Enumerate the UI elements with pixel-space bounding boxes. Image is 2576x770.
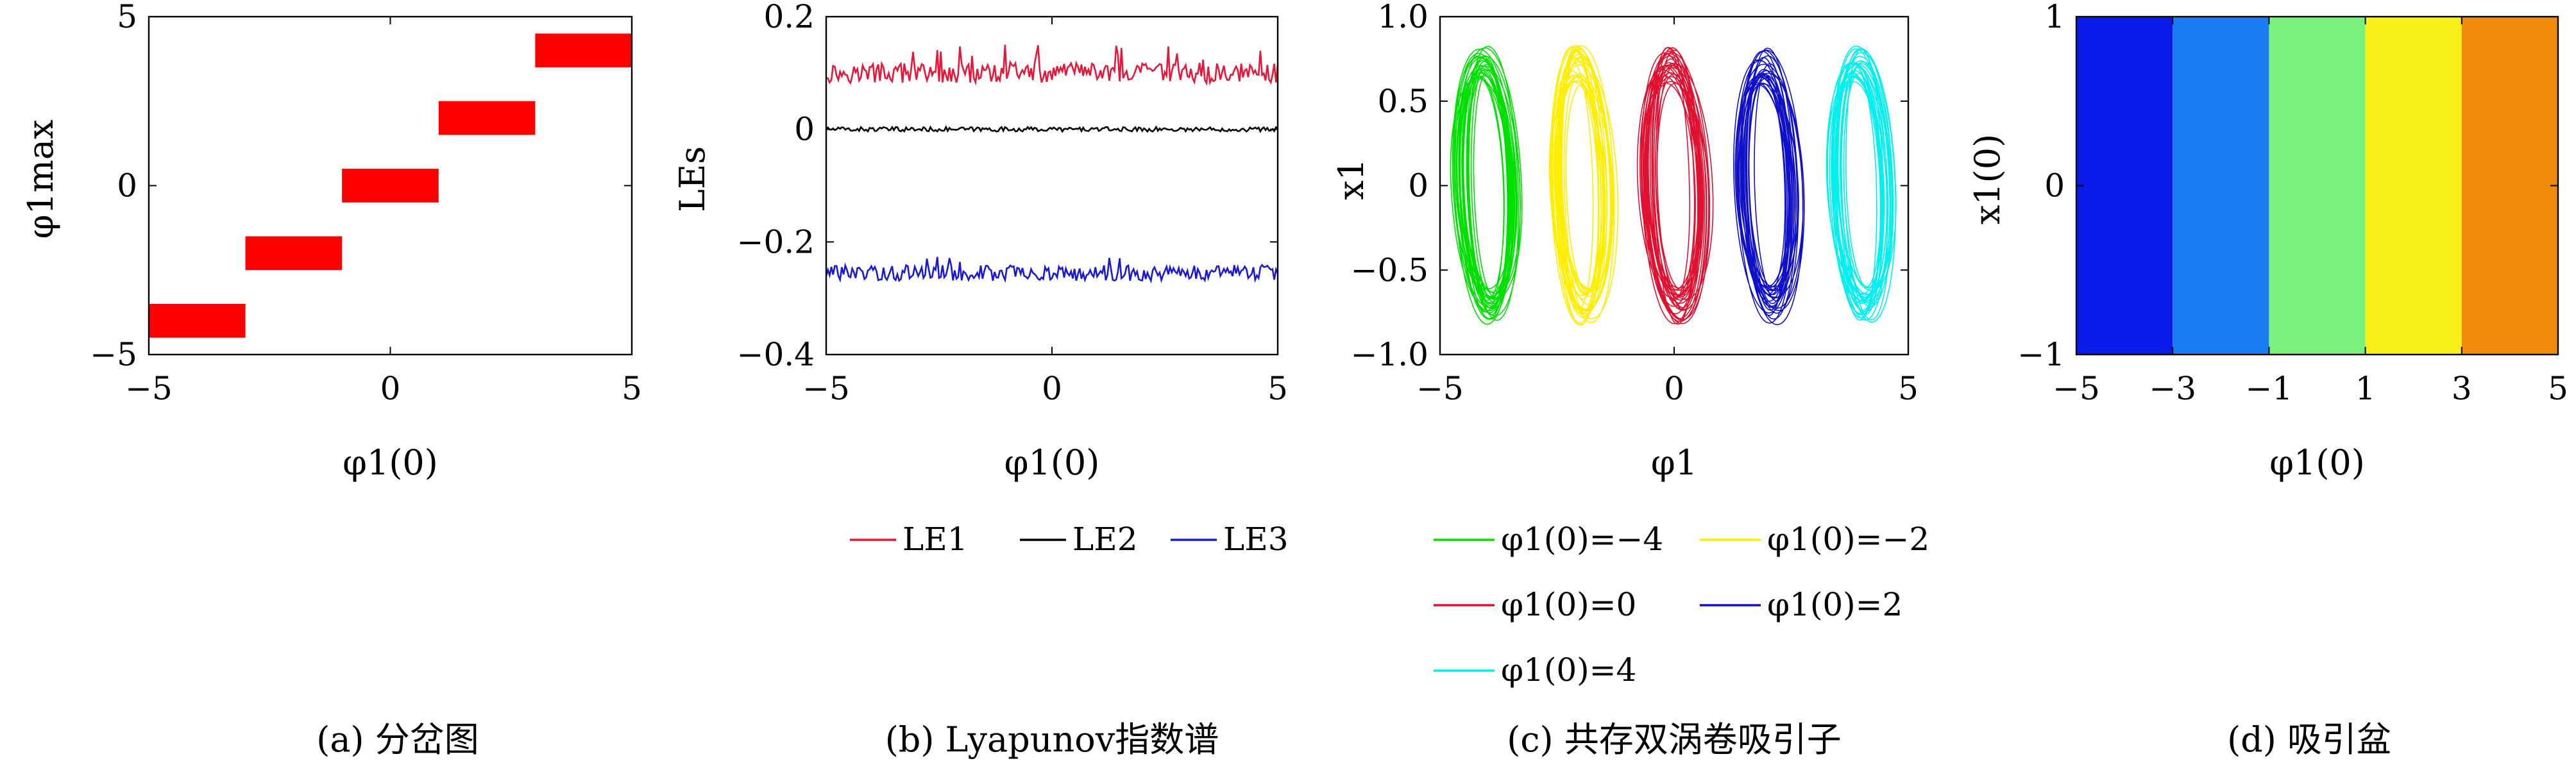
bifurcation-segment-3 — [342, 169, 439, 203]
y-tick-label: −5 — [90, 336, 137, 373]
bifurcation-segment-2 — [245, 236, 343, 271]
y-tick-label: 0 — [117, 167, 137, 205]
bifurcation-segment-1 — [149, 303, 246, 338]
x-tick-label: 5 — [1267, 370, 1288, 407]
legend-label: LE1 — [902, 521, 968, 558]
attractor-3 — [1636, 47, 1714, 325]
y-tick-label: −0.4 — [737, 336, 815, 373]
x-axis-title: φ1(0) — [1004, 442, 1100, 483]
x-tick-label: 1 — [2355, 370, 2376, 407]
x-tick-label: −5 — [802, 370, 850, 407]
x-tick-label: 5 — [2548, 370, 2568, 407]
x-tick-label: 3 — [2452, 370, 2472, 407]
x-axis-title: φ1(0) — [2269, 442, 2365, 483]
legend-label: φ1(0)=−2 — [1767, 521, 1929, 558]
legend-label: φ1(0)=4 — [1501, 651, 1636, 689]
x-tick-label: 0 — [1042, 370, 1062, 407]
y-tick-label: −1 — [2017, 336, 2065, 373]
x-tick-label: 0 — [1664, 370, 1684, 407]
y-axis-title: LEs — [672, 146, 713, 212]
y-tick-label: 1.0 — [1377, 0, 1428, 35]
y-tick-label: 5 — [117, 0, 137, 35]
x-tick-label: −5 — [2053, 370, 2100, 407]
attractor-4 — [1733, 47, 1805, 326]
basin-region-5 — [2461, 17, 2558, 355]
y-tick-label: 0 — [794, 111, 815, 148]
plot-frame-b — [825, 15, 1279, 356]
x-axis-title: φ1(0) — [343, 442, 438, 483]
x-tick-label: −5 — [125, 370, 173, 407]
attractor-1 — [1450, 46, 1523, 325]
x-tick-label: −1 — [2246, 370, 2293, 407]
chart-panel-b: −5 0 5 0.2 0 −0.2 −0.4 φ1(0) LEs LE1 LE2 LE3 (b) Lya… — [672, 0, 1289, 760]
x-tick-label: 5 — [1898, 370, 1919, 407]
y-axis-title: x1(0) — [1967, 134, 2008, 224]
chart-panel-a: −5 0 5 5 0 −5 φ1(0) φ1max (a) 分岔图 — [21, 0, 642, 760]
basin-region-2 — [2173, 17, 2269, 355]
y-tick-label: 0.5 — [1377, 83, 1428, 120]
y-tick-label: 0.2 — [763, 0, 815, 35]
y-tick-label: 0 — [1408, 167, 1428, 205]
y-tick-label: 0 — [2044, 167, 2065, 205]
y-axis-title: φ1max — [21, 119, 61, 239]
legend-label: φ1(0)=0 — [1501, 586, 1636, 623]
bifurcation-segment-4 — [438, 101, 536, 135]
legend-label: LE2 — [1072, 521, 1138, 558]
basin-region-4 — [2365, 17, 2462, 355]
panel-caption: (a) 分岔图 — [316, 719, 479, 760]
y-tick-label: −0.2 — [737, 223, 815, 260]
x-tick-label: 0 — [380, 370, 401, 407]
panel-caption: (c) 共存双涡卷吸引子 — [1507, 719, 1842, 760]
legend-label: φ1(0)=2 — [1767, 586, 1902, 623]
attractor-2 — [1548, 45, 1619, 326]
y-axis-title: x1 — [1331, 158, 1371, 200]
legend-label: LE3 — [1223, 521, 1289, 558]
chart-panel-c: −5 0 5 1.0 0.5 0 −0.5 −1.0 φ1 x1 φ1(0)=−4 φ1(0)=−2 φ… — [1331, 0, 1929, 760]
lyapunov-series-1 — [826, 44, 1279, 86]
legend-label: φ1(0)=−4 — [1501, 521, 1663, 558]
chart-panel-d: −5 −3 −1 1 3 5 1 0 −1 φ1(0) x1(0) (d) 吸引盆 — [1967, 0, 2568, 760]
lyapunov-series-2 — [825, 125, 1278, 133]
x-axis-title: φ1 — [1651, 442, 1697, 483]
y-tick-label: −0.5 — [1351, 251, 1428, 289]
panel-caption: (b) Lyapunov指数谱 — [885, 719, 1219, 760]
y-tick-label: −1.0 — [1351, 336, 1428, 373]
attractor-5 — [1826, 45, 1897, 323]
basin-region-1 — [2076, 17, 2173, 355]
bifurcation-segment-5 — [535, 33, 632, 68]
x-tick-label: 5 — [622, 370, 642, 407]
x-tick-label: −5 — [1416, 370, 1464, 407]
lyapunov-series-3 — [825, 256, 1279, 284]
x-tick-label: −3 — [2149, 370, 2196, 407]
basin-region-3 — [2269, 17, 2366, 355]
panel-caption: (d) 吸引盆 — [2227, 719, 2391, 760]
y-tick-label: 1 — [2044, 0, 2065, 35]
